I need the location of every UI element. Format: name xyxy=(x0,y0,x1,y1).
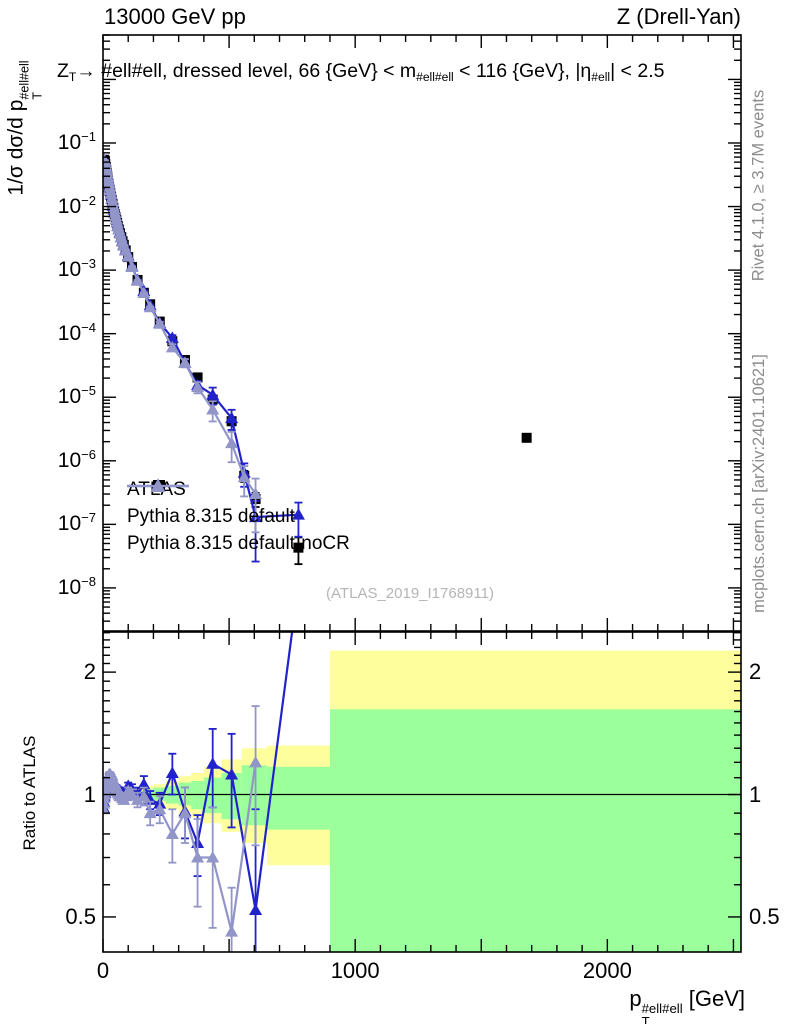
legend-item: Pythia 8.315 default-noCR xyxy=(127,478,350,557)
process-header: Z (Drell-Yan) xyxy=(616,4,741,29)
main-y-tick-label: 10−3 xyxy=(57,256,96,281)
data-point-triangle xyxy=(137,777,151,790)
legend-item: Pythia 8.315 default xyxy=(127,478,350,530)
analysis-watermark: (ATLAS_2019_I1768911) xyxy=(326,585,494,602)
data-point-triangle xyxy=(153,802,167,815)
data-point-triangle xyxy=(249,487,263,500)
ratio-frame xyxy=(102,631,742,953)
data-point-triangle xyxy=(137,286,151,299)
data-point-triangle xyxy=(131,274,145,286)
main-y-tick-label: 10−8 xyxy=(57,573,96,599)
data-point-triangle xyxy=(131,793,145,805)
data-point-triangle xyxy=(206,757,220,769)
ratio-y-tick-label-left: 2 xyxy=(83,659,96,685)
data-point-triangle xyxy=(125,788,139,800)
y-axis-title: 1/σ dσ/d p #ell#ell T xyxy=(4,60,45,196)
data-point-square xyxy=(192,372,203,383)
band-stat-uncertainty xyxy=(329,709,741,952)
legend-item-label: Pythia 8.315 default xyxy=(127,505,295,527)
data-point-triangle xyxy=(291,508,305,520)
legend-item-label: Pythia 8.315 default-noCR xyxy=(127,532,350,554)
data-point-square xyxy=(293,542,304,553)
data-point-triangle xyxy=(249,903,263,916)
x-tick-label: 0 xyxy=(96,958,110,983)
main-y-tick-label: 10−1 xyxy=(57,128,96,154)
data-point-triangle xyxy=(143,300,157,313)
plot-title: ZT→ #ell#ell, dressed level, 66 {GeV} < … xyxy=(57,60,665,85)
data-point-triangle xyxy=(225,436,239,449)
data-point-triangle xyxy=(191,851,205,863)
beam-energy-header: 13000 GeV pp xyxy=(104,4,246,29)
data-point-triangle xyxy=(165,766,179,778)
data-point-square xyxy=(521,432,532,443)
data-point-triangle xyxy=(153,317,167,329)
data-point-triangle xyxy=(165,340,179,353)
ratio-y-tick-label-right: 2 xyxy=(749,659,762,685)
data-point-triangle xyxy=(121,250,135,262)
x-tick-label: 1000 xyxy=(330,958,380,983)
rivet-version-note: Rivet 4.1.0, ≥ 3.7M events xyxy=(749,89,768,282)
data-point-triangle xyxy=(191,380,205,393)
ratio-y-tick-label-right: 0.5 xyxy=(749,903,780,929)
data-point-triangle xyxy=(125,260,139,272)
ratio-y-tick-label-left: 0.5 xyxy=(65,903,96,929)
data-point-triangle xyxy=(165,827,179,839)
data-point-triangle xyxy=(143,806,157,819)
ratio-uncertainty-bands xyxy=(103,650,741,952)
main-series xyxy=(103,153,532,566)
data-point-triangle xyxy=(206,851,220,863)
data-point-triangle xyxy=(206,403,220,415)
legend-triangle-marker-icon xyxy=(127,478,189,492)
ratio-y-tick-label-right: 1 xyxy=(749,781,762,807)
band-stat-uncertainty xyxy=(266,766,330,830)
ratio-y-tick-label-left: 1 xyxy=(83,781,96,807)
data-point-triangle xyxy=(178,806,192,819)
data-point-triangle xyxy=(225,411,239,424)
main-y-tick-label: 10−5 xyxy=(57,383,96,409)
main-y-tick-label: 10−2 xyxy=(57,192,96,218)
data-point-triangle xyxy=(225,925,239,937)
main-y-tick-label: 10−6 xyxy=(57,446,96,472)
x-tick-label: 2000 xyxy=(582,958,632,983)
data-point-triangle xyxy=(249,755,263,768)
axes xyxy=(102,34,742,953)
data-point-triangle xyxy=(178,356,192,368)
data-point-triangle xyxy=(225,768,239,780)
series-line xyxy=(103,156,299,519)
x-axis-title: p #ell#ell T [GeV] xyxy=(629,986,745,1024)
mcplots-arxiv-note: mcplots.cern.ch [arXiv:2401.10621] xyxy=(750,354,768,613)
data-point-triangle xyxy=(137,789,151,802)
data-point-triangle xyxy=(237,470,251,483)
data-point-triangle xyxy=(206,388,220,400)
main-y-tick-label: 10−4 xyxy=(57,319,96,345)
main-y-tick-label: 10−7 xyxy=(57,510,96,536)
